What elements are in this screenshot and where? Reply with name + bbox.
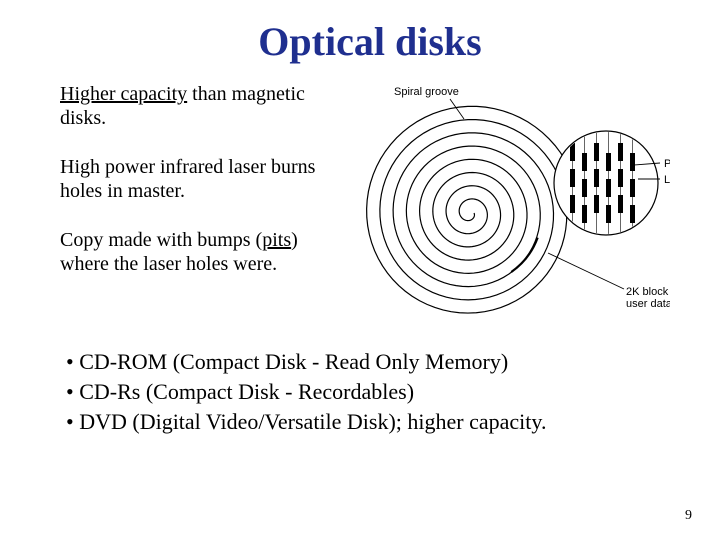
diagram-svg: Spiral groove Pit Land 2K block ofuser data <box>330 83 670 333</box>
bullet-dvd: DVD (Digital Video/Versatile Disk); high… <box>66 409 680 435</box>
paragraph-bumps: Copy made with bumps (pits) where the la… <box>60 229 320 276</box>
underline-higher-capacity: Higher capacity <box>60 83 187 105</box>
page-title: Optical disks <box>60 18 680 65</box>
label-land: Land <box>664 174 670 186</box>
bullet-cdrs: CD-Rs (Compact Disk - Recordables) <box>66 379 680 405</box>
paragraph-laser: High power infrared laser burns holes in… <box>60 156 320 203</box>
leader-block <box>548 253 624 289</box>
label-block2: user data <box>626 298 670 310</box>
block-arc-marker <box>511 238 537 272</box>
text-column: Higher capacity than magnetic disks. Hig… <box>60 83 320 303</box>
underline-pits: pits <box>262 229 291 251</box>
page-number: 9 <box>685 508 692 524</box>
bullet-list: CD-ROM (Compact Disk - Read Only Memory)… <box>66 349 680 435</box>
label-block1: 2K block of <box>626 286 670 298</box>
p3-a: Copy made with bumps ( <box>60 229 262 251</box>
optical-disk-diagram: Spiral groove Pit Land 2K block ofuser data <box>320 83 680 333</box>
bullet-cdrom: CD-ROM (Compact Disk - Read Only Memory) <box>66 349 680 375</box>
paragraph-capacity: Higher capacity than magnetic disks. <box>60 83 320 130</box>
label-spiral_groove: Spiral groove <box>394 86 459 98</box>
leader-spiral_groove <box>450 99 464 119</box>
spiral-groove <box>367 106 580 313</box>
label-pit: Pit <box>664 158 670 170</box>
